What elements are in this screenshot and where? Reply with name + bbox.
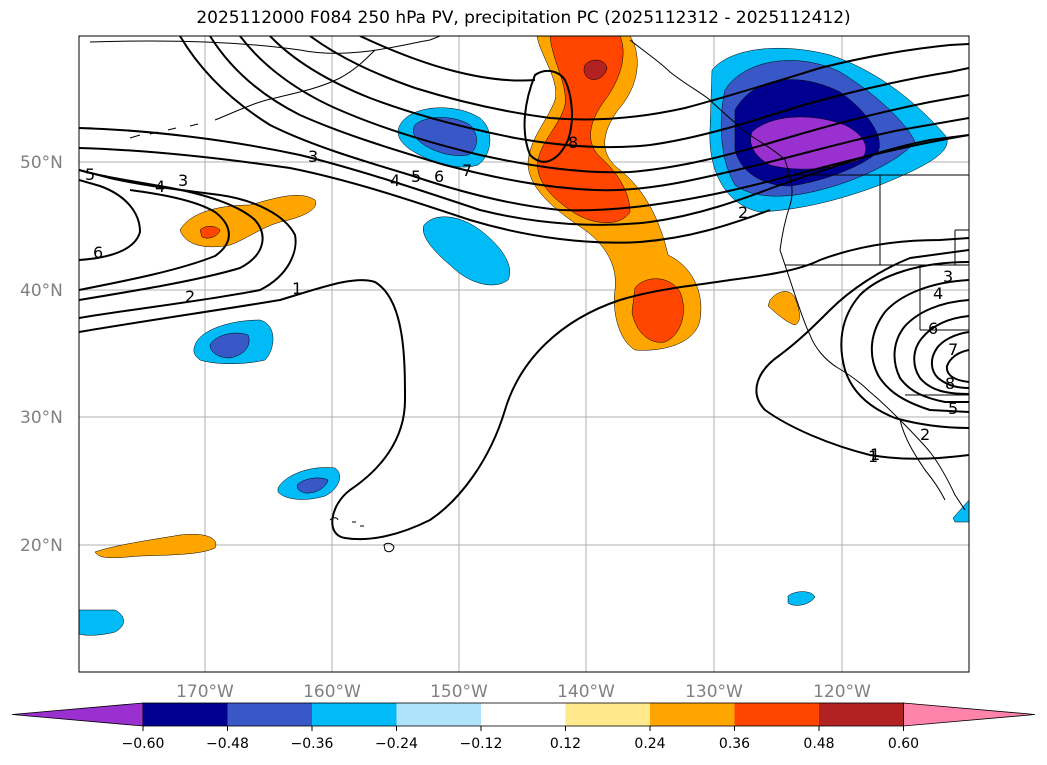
- lon-label-160w: 160°W: [303, 682, 361, 702]
- contour-label: 6: [434, 167, 444, 186]
- colorbar-segment: [819, 703, 904, 726]
- contour-label: 3: [308, 147, 318, 166]
- pv-contour-1: [79, 237, 969, 541]
- lon-label-140w: 140°W: [557, 682, 615, 702]
- contour-label: 1: [870, 445, 880, 464]
- contour-label: 3: [943, 267, 953, 286]
- contour-label: 1: [868, 447, 878, 466]
- contour-label: 4: [933, 284, 943, 303]
- longitude-labels: 170°W 160°W 150°W 140°W 130°W 120°W: [176, 682, 871, 702]
- contour-label: 4: [155, 177, 165, 196]
- colorbar-tick-label: −0.48: [206, 736, 249, 752]
- contour-label: 7: [462, 161, 472, 180]
- colorbar-tick-label: 0.24: [634, 736, 665, 752]
- contour-label: 8: [568, 133, 578, 152]
- contour-label: 5: [411, 167, 421, 186]
- latitude-labels: 50°N 40°N 30°N 20°N: [20, 153, 63, 556]
- contour-label: 2: [920, 425, 930, 444]
- lon-label-170w: 170°W: [176, 682, 234, 702]
- contour-label: 4: [390, 171, 400, 190]
- lat-label-40n: 40°N: [20, 281, 63, 301]
- contour-label: 1: [292, 279, 302, 298]
- map-frame: [78, 35, 970, 673]
- lat-label-50n: 50°N: [20, 153, 63, 173]
- colorbar-tick-label: −0.36: [291, 736, 334, 752]
- lat-label-20n: 20°N: [20, 536, 63, 556]
- colorbar: −0.60 −0.48 −0.36 −0.24 −0.12 0.12 0.24 0.36 0.4…: [11, 702, 1036, 752]
- lat-label-30n: 30°N: [20, 408, 63, 428]
- coastlines: [89, 36, 969, 553]
- contour-label: 2: [185, 287, 195, 306]
- pv-closed-low: [840, 261, 969, 429]
- colorbar-tick-label: 0.12: [550, 736, 581, 752]
- pv-contour-1-east: [755, 249, 969, 460]
- pv-jet-3: [79, 127, 969, 226]
- colorbar-outline: [142, 702, 904, 727]
- pv-jet-4: [79, 147, 771, 244]
- contour-label: 7: [948, 340, 958, 359]
- contour-label: 6: [93, 243, 103, 262]
- contour-label: 5: [85, 165, 95, 184]
- pv-contour-labels: 1 2 3 4 5 6 7 8 1 2 3 4 5 6 7 8 6 5 4 3 …: [85, 133, 958, 466]
- colorbar-tick-label: 0.60: [888, 736, 919, 752]
- map-title: 2025112000 F084 250 hPa PV, precipitatio…: [196, 8, 851, 28]
- colorbar-segment: [227, 703, 313, 726]
- colorbar-extend-high: [903, 702, 1036, 727]
- pv-contours: [79, 36, 969, 541]
- colorbar-segment: [734, 703, 820, 726]
- lon-label-150w: 150°W: [430, 682, 488, 702]
- colorbar-segment: [396, 703, 482, 726]
- contour-label: 5: [948, 399, 958, 418]
- colorbar-tick-label: −0.12: [460, 736, 503, 752]
- colorbar-segment: [481, 703, 566, 726]
- contour-label: 2: [738, 203, 748, 222]
- contour-label: 3: [178, 171, 188, 190]
- colorbar-tick-label: −0.60: [122, 736, 165, 752]
- colorbar-tick-label: −0.24: [375, 736, 418, 752]
- colorbar-segment: [143, 703, 228, 726]
- colorbar-extend-low: [11, 702, 144, 727]
- lon-label-120w: 120°W: [813, 682, 871, 702]
- colorbar-segment: [312, 703, 397, 726]
- colorbar-segment: [650, 703, 735, 726]
- colorbar-segment: [565, 703, 651, 726]
- colorbar-tick-label: 0.48: [803, 736, 834, 752]
- colorbar-tick-label: 0.36: [719, 736, 750, 752]
- contour-label: 6: [928, 319, 938, 338]
- lon-label-130w: 130°W: [685, 682, 743, 702]
- contour-label: 8: [945, 374, 955, 393]
